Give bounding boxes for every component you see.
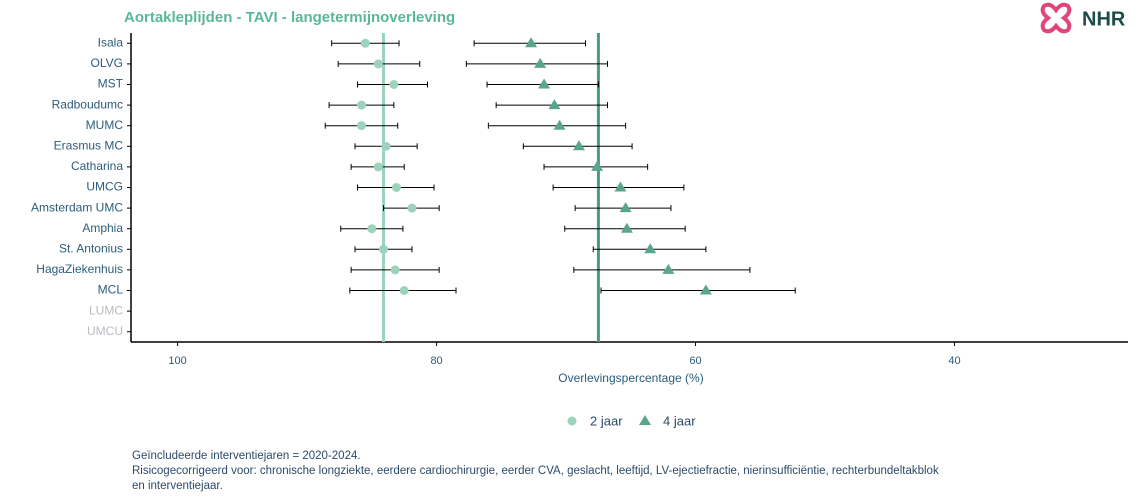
x-tick-label: 100	[168, 355, 186, 367]
y-tick-label: UMCU	[87, 324, 123, 338]
point	[407, 203, 417, 213]
y-tick-label: Isala	[98, 35, 124, 49]
point	[399, 286, 409, 295]
point	[644, 243, 657, 254]
y-tick-label: MUMC	[86, 118, 124, 132]
y-tick-label: HagaZiekenhuis	[36, 262, 123, 276]
logo-text: NHR	[1082, 8, 1126, 30]
logo: NHR	[1040, 2, 1126, 34]
point	[367, 224, 377, 234]
point	[373, 59, 383, 69]
legend-label: 2 jaar	[590, 413, 623, 428]
y-tick-label: UMCG	[86, 180, 123, 194]
x-tick-label: 60	[689, 355, 701, 367]
y-tick-label: OLVG	[91, 56, 123, 70]
legend-item: 4 jaar	[639, 413, 696, 428]
point	[391, 183, 401, 192]
point	[378, 244, 388, 254]
note-line: en interventiejaar.	[132, 480, 223, 492]
x-tick-label: 80	[430, 355, 442, 367]
y-tick-label: Amphia	[82, 221, 123, 235]
y-tick-label: Catharina	[71, 159, 123, 173]
notes: Geïncludeerde interventiejaren = 2020-20…	[132, 449, 939, 494]
legend-marker	[567, 416, 577, 426]
point	[390, 265, 400, 275]
logo-icon	[1040, 2, 1072, 34]
point	[538, 78, 551, 89]
point	[356, 100, 366, 110]
point	[548, 99, 561, 110]
note-line: Geïncludeerde interventiejaren = 2020-20…	[132, 450, 361, 462]
x-tick-label: 40	[948, 355, 960, 367]
point	[620, 222, 633, 233]
point	[525, 37, 538, 48]
y-tick-label: St. Antonius	[59, 241, 123, 255]
point	[619, 202, 632, 213]
point	[360, 38, 370, 48]
y-tick-label: LUMC	[89, 303, 123, 317]
legend-item: 2 jaar	[567, 413, 623, 428]
chart-title: Aortakleplijden - TAVI - langetermijnove…	[124, 9, 455, 26]
y-tick-label: MST	[98, 77, 124, 91]
point	[614, 181, 627, 192]
y-tick-label: Amsterdam UMC	[31, 200, 123, 214]
point	[573, 140, 586, 151]
point	[373, 162, 383, 172]
point	[591, 160, 604, 171]
y-tick-label: MCL	[98, 283, 124, 297]
x-axis-title: Overlevingspercentage (%)	[558, 371, 703, 385]
point	[534, 57, 547, 68]
y-tick-label: Radboudumc	[52, 97, 123, 111]
point	[553, 119, 566, 130]
point	[389, 80, 399, 89]
point	[381, 141, 391, 151]
note-line: Risicogecorrigeerd voor: chronische long…	[132, 465, 939, 477]
legend-marker	[639, 415, 651, 425]
y-tick-label: Erasmus MC	[54, 138, 124, 152]
point	[356, 121, 366, 131]
legend-label: 4 jaar	[663, 413, 696, 428]
point	[699, 284, 712, 295]
point	[662, 263, 675, 274]
